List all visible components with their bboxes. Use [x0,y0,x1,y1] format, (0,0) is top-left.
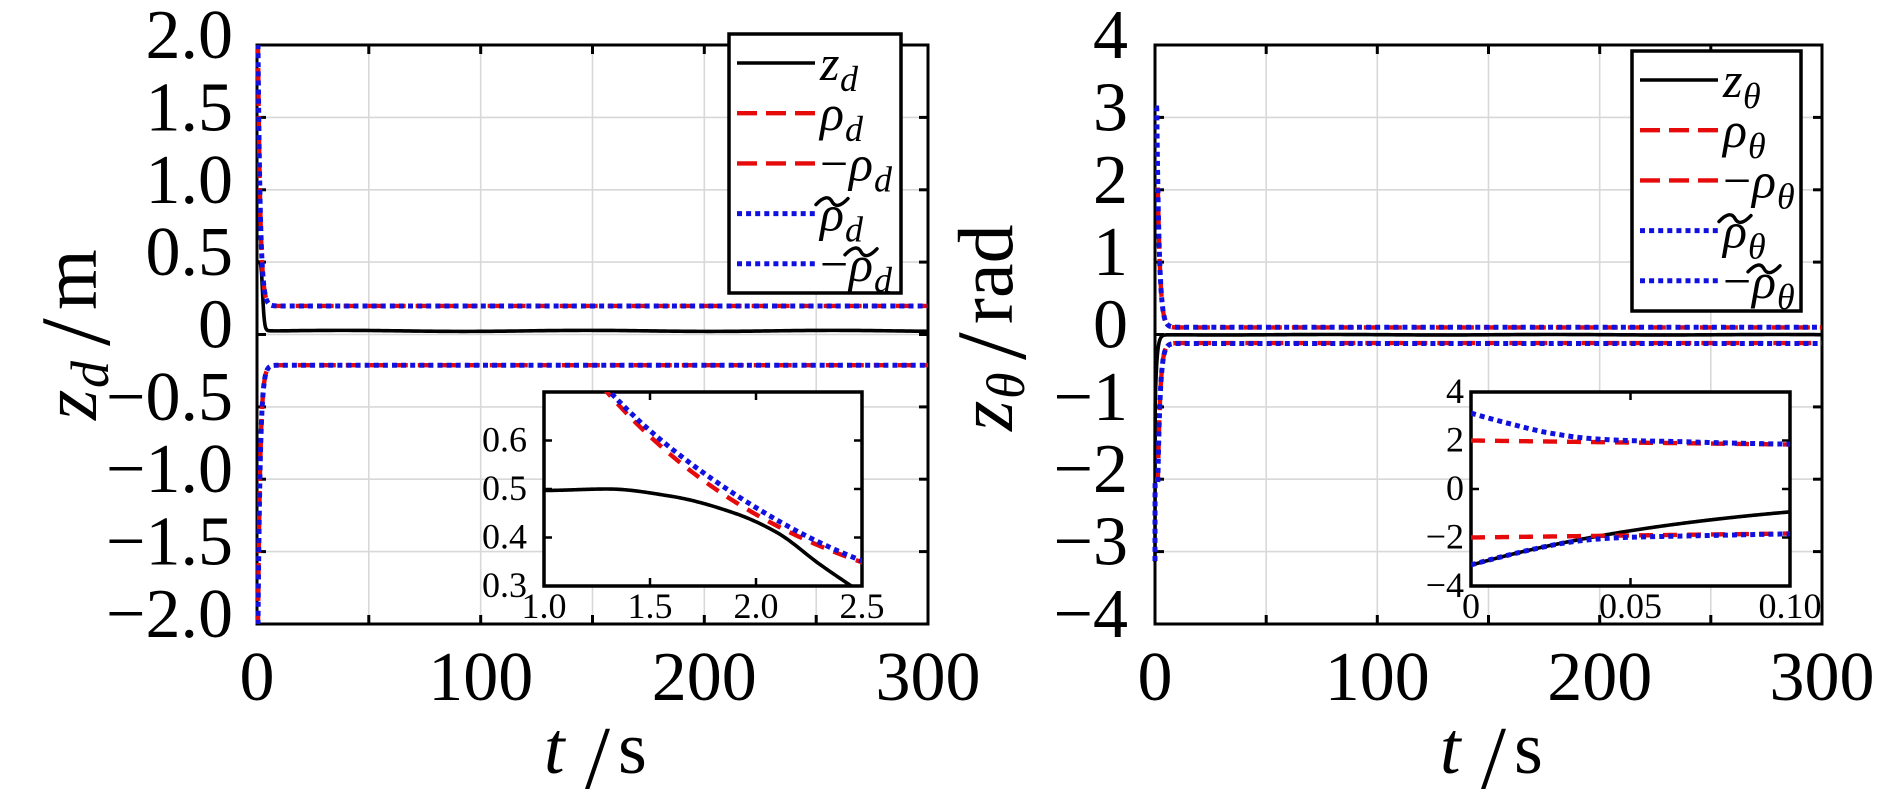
svg-text:1.0: 1.0 [522,586,567,626]
svg-text:1.5: 1.5 [628,586,673,626]
svg-text:z: z [942,401,1029,432]
svg-text:0.3: 0.3 [482,565,527,605]
svg-text:2: 2 [1446,420,1464,460]
svg-text:−: − [1723,152,1751,208]
svg-text:t: t [544,708,567,790]
svg-text:/: / [585,709,610,790]
svg-text:−: − [820,236,848,292]
svg-text:0: 0 [198,287,233,364]
svg-text:θ: θ [1777,277,1795,317]
svg-text:2.5: 2.5 [840,586,885,626]
svg-text:−: − [1723,253,1751,309]
svg-text:d: d [845,210,864,250]
svg-text:s: s [618,708,647,790]
svg-text:m: m [26,249,113,310]
svg-text:100: 100 [1325,639,1430,716]
svg-text:d: d [874,260,893,300]
svg-text:0: 0 [1446,468,1464,508]
svg-text:−0.5: −0.5 [106,359,233,436]
svg-text:/: / [1481,709,1506,790]
svg-text:−3: −3 [1054,504,1128,581]
svg-text:−1.0: −1.0 [106,431,233,508]
svg-text:d: d [845,109,864,149]
svg-text:s: s [1514,708,1543,790]
svg-text:d: d [840,59,859,99]
svg-text:200: 200 [652,639,757,716]
svg-text:rad: rad [942,224,1029,324]
svg-text:0.5: 0.5 [482,468,527,508]
svg-text:2: 2 [1093,142,1128,219]
svg-text:0: 0 [1462,586,1480,626]
svg-text:4: 4 [1446,371,1464,411]
svg-text:θ: θ [1777,176,1795,216]
svg-text:1.0: 1.0 [146,142,234,219]
svg-text:d: d [874,159,893,199]
svg-text:1: 1 [1093,214,1128,291]
svg-text:300: 300 [876,639,981,716]
svg-text:ρ: ρ [818,85,844,141]
svg-text:z: z [1722,52,1742,108]
svg-text:−2: −2 [1054,431,1128,508]
svg-text:4: 4 [1093,0,1128,74]
svg-text:ρ: ρ [1750,152,1776,208]
svg-text:/: / [20,318,131,346]
svg-text:θ: θ [1748,227,1766,267]
svg-text:θ: θ [976,372,1036,399]
svg-text:100: 100 [428,639,533,716]
svg-text:ρ: ρ [1721,203,1747,259]
svg-text:z: z [819,35,839,91]
svg-text:300: 300 [1770,639,1875,716]
svg-text:0: 0 [1093,287,1128,364]
svg-text:ρ: ρ [847,236,873,292]
svg-text:θ: θ [1748,126,1766,166]
svg-text:2.0: 2.0 [146,0,234,74]
svg-text:−2: −2 [1426,517,1464,557]
svg-text:−2.0: −2.0 [106,576,233,653]
svg-text:t: t [1440,708,1463,790]
svg-text:0: 0 [240,639,275,716]
svg-text:−: − [820,135,848,191]
svg-text:ρ: ρ [847,135,873,191]
svg-text:z: z [26,390,113,421]
svg-text:1.5: 1.5 [146,69,234,146]
svg-text:0.5: 0.5 [146,214,234,291]
svg-text:−4: −4 [1054,576,1128,653]
svg-text:200: 200 [1547,639,1652,716]
svg-text:ρ: ρ [818,186,844,242]
svg-text:ρ: ρ [1721,102,1747,158]
svg-text:ρ: ρ [1750,253,1776,309]
svg-text:2.0: 2.0 [734,586,779,626]
svg-text:−1.5: −1.5 [106,504,233,581]
svg-text:−4: −4 [1426,565,1464,605]
svg-text:0.05: 0.05 [1599,586,1662,626]
svg-text:0.4: 0.4 [482,517,527,557]
svg-text:d: d [60,360,120,388]
svg-text:0.6: 0.6 [482,420,527,460]
svg-text:3: 3 [1093,69,1128,146]
svg-text:θ: θ [1743,76,1761,116]
svg-text:0.10: 0.10 [1759,586,1822,626]
svg-text:−1: −1 [1054,359,1128,436]
svg-text:/: / [936,332,1047,360]
svg-text:0: 0 [1138,639,1173,716]
